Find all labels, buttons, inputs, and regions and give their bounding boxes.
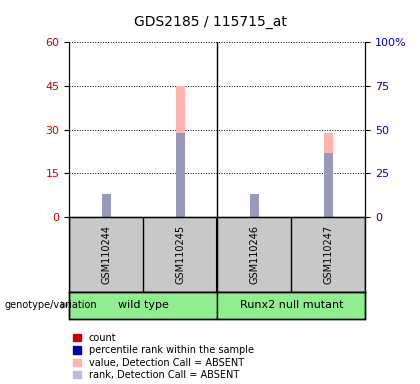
Bar: [102, 202, 111, 217]
Text: wild type: wild type: [118, 300, 169, 310]
FancyBboxPatch shape: [69, 292, 218, 319]
Text: GDS2185 / 115715_at: GDS2185 / 115715_at: [134, 15, 286, 29]
Polygon shape: [61, 302, 68, 308]
Text: GSM110244: GSM110244: [101, 225, 111, 284]
Bar: [176, 86, 185, 217]
Bar: [176, 132, 185, 217]
FancyBboxPatch shape: [218, 292, 365, 319]
Text: genotype/variation: genotype/variation: [4, 300, 97, 310]
Bar: [324, 132, 333, 217]
Bar: [324, 153, 333, 217]
Text: GSM110247: GSM110247: [323, 225, 333, 284]
Bar: [102, 194, 111, 217]
Text: GSM110245: GSM110245: [175, 225, 185, 284]
Bar: [250, 194, 259, 217]
Text: GSM110246: GSM110246: [249, 225, 260, 284]
Legend: count, percentile rank within the sample, value, Detection Call = ABSENT, rank, : count, percentile rank within the sample…: [69, 329, 257, 384]
Bar: [250, 202, 259, 217]
Text: Runx2 null mutant: Runx2 null mutant: [240, 300, 343, 310]
